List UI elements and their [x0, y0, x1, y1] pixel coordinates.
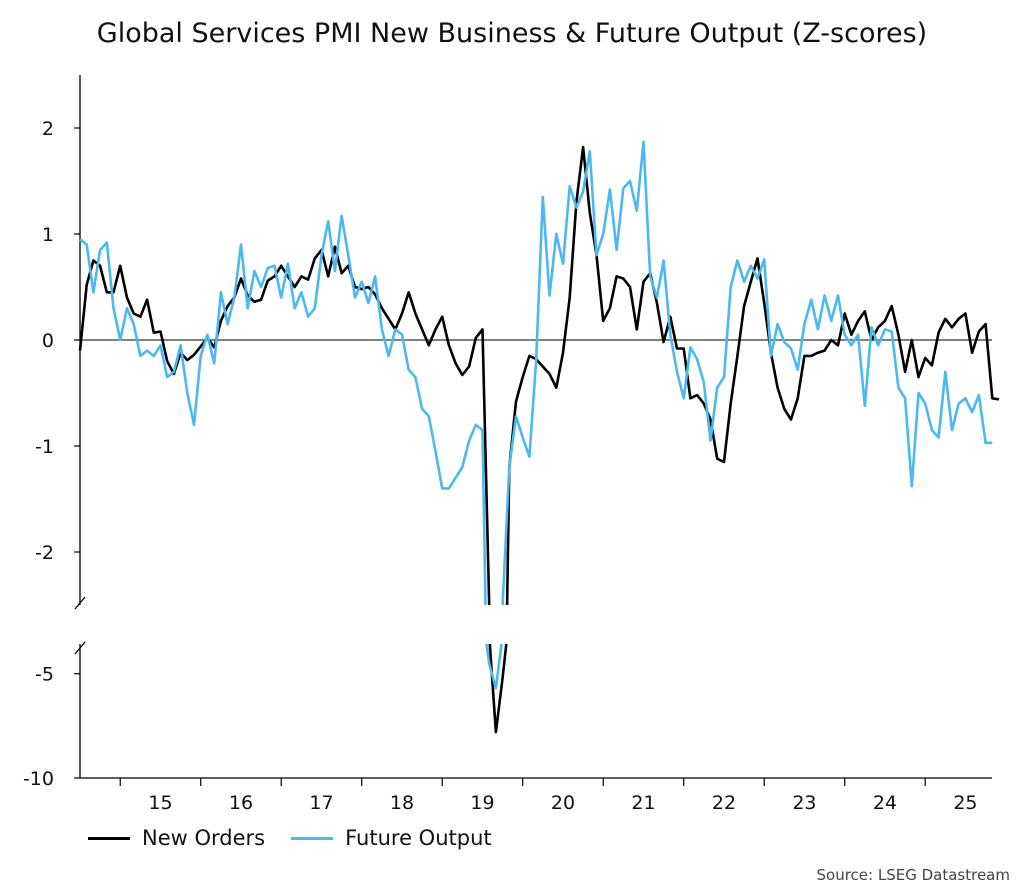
legend-label-future-output: Future Output	[345, 826, 492, 850]
chart-legend: New Orders Future Output	[88, 826, 518, 850]
legend-swatch-future-output	[291, 836, 334, 840]
axis-break-mark-lower	[74, 641, 86, 655]
x-tick-label: 17	[309, 792, 333, 814]
series-line-future-output	[501, 140, 993, 606]
x-tick-label: 16	[229, 792, 253, 814]
legend-item-future-output: Future Output	[291, 826, 492, 850]
y-tick-label: -5	[35, 664, 54, 686]
x-tick-label: 21	[631, 792, 655, 814]
x-tick-label: 23	[792, 792, 816, 814]
series-line-future-output	[79, 214, 487, 606]
legend-item-new-orders: New Orders	[88, 826, 265, 850]
y-tick-label: 1	[42, 224, 54, 246]
x-tick-label: 18	[390, 792, 414, 814]
x-tick-label: 20	[551, 792, 575, 814]
source-note: Source: LSEG Datastream	[816, 866, 1010, 884]
series-line-new-orders	[488, 643, 508, 734]
y-tick-label: 0	[42, 330, 54, 352]
series-line-future-output	[485, 643, 503, 690]
series-line-new-orders	[505, 145, 1000, 606]
x-tick-label: 22	[712, 792, 736, 814]
legend-label-new-orders: New Orders	[142, 826, 266, 850]
x-tick-label: 25	[953, 792, 977, 814]
y-tick-label: 2	[42, 118, 54, 140]
axis-break-mark-upper	[74, 596, 86, 610]
y-tick-label: -2	[35, 542, 54, 564]
x-tick-label: 19	[470, 792, 494, 814]
series-line-new-orders	[78, 245, 491, 606]
y-tick-label: -10	[23, 768, 54, 790]
x-tick-label: 15	[148, 792, 172, 814]
x-tick-label: 24	[873, 792, 897, 814]
legend-swatch-new-orders	[88, 836, 130, 840]
y-tick-label: -1	[35, 436, 54, 458]
chart-title: Global Services PMI New Business & Futur…	[96, 18, 928, 49]
